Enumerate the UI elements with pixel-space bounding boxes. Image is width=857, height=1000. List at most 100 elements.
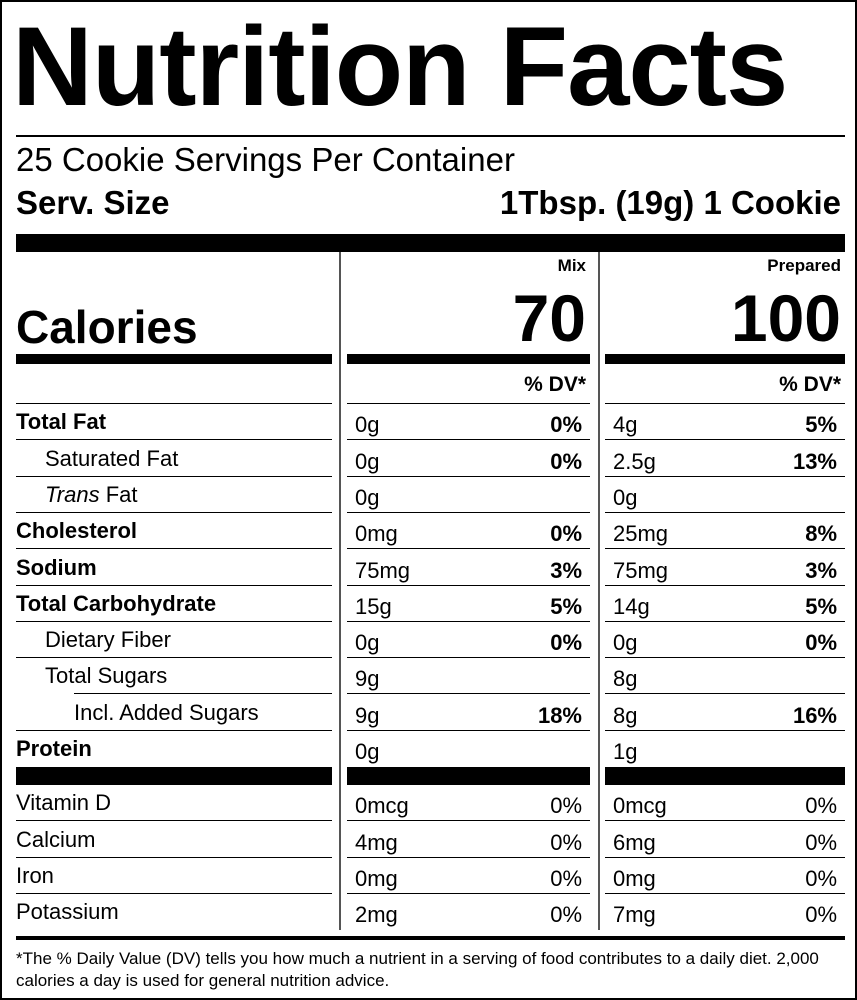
thick-rule bbox=[605, 767, 845, 785]
daily-value: 0% bbox=[550, 829, 582, 855]
nutrient-name: Total Sugars bbox=[45, 662, 167, 690]
rule bbox=[605, 657, 845, 659]
rule bbox=[16, 820, 332, 822]
dv-heading: % DV* bbox=[779, 373, 841, 396]
rule bbox=[347, 657, 590, 659]
nutrient-name-text: Iron bbox=[16, 862, 54, 888]
amount: 9g bbox=[355, 666, 380, 692]
daily-value: 16% bbox=[792, 702, 837, 728]
rule bbox=[605, 403, 845, 404]
daily-value: 0% bbox=[550, 865, 582, 891]
rule bbox=[16, 620, 332, 622]
rule bbox=[347, 892, 590, 894]
thick-rule bbox=[16, 234, 845, 252]
amount: 8g bbox=[613, 666, 638, 692]
daily-value: 3% bbox=[550, 557, 582, 583]
nutrient-name-text: Total Sugars bbox=[45, 663, 168, 689]
amount: 8g bbox=[613, 702, 638, 728]
rule bbox=[347, 584, 590, 586]
daily-value: 18% bbox=[537, 702, 582, 728]
rule bbox=[16, 856, 332, 858]
daily-value: 3% bbox=[805, 557, 837, 583]
rule bbox=[347, 620, 590, 622]
daily-value: 13% bbox=[792, 448, 837, 474]
divider bbox=[339, 252, 341, 930]
amount: 0mg bbox=[355, 865, 398, 891]
thick-rule bbox=[347, 767, 590, 785]
rule bbox=[16, 135, 845, 137]
rule bbox=[16, 511, 332, 513]
nutrient-name-text: Total Fat bbox=[16, 409, 107, 435]
daily-value: 0% bbox=[550, 448, 582, 474]
rule bbox=[347, 729, 590, 731]
rule bbox=[16, 729, 332, 731]
nutrient-name-text: Incl. Added Sugars bbox=[74, 699, 259, 725]
rule bbox=[16, 936, 845, 940]
daily-value: 5% bbox=[550, 593, 582, 619]
nutrient-name-italic: Trans bbox=[45, 481, 100, 507]
amount: 7mg bbox=[613, 902, 656, 927]
daily-value: 0% bbox=[550, 793, 582, 819]
nutrient-name: Iron bbox=[16, 862, 54, 890]
amount: 14g bbox=[613, 593, 650, 619]
rule bbox=[605, 548, 845, 550]
amount: 4g bbox=[613, 412, 638, 438]
rule bbox=[605, 620, 845, 622]
rule bbox=[16, 403, 332, 404]
amount: 1g bbox=[613, 739, 638, 764]
rule bbox=[347, 439, 590, 441]
amount: 0mg bbox=[613, 865, 656, 891]
daily-value: 0% bbox=[805, 829, 837, 855]
rule bbox=[347, 856, 590, 858]
amount: 75mg bbox=[613, 557, 669, 583]
nutrient-name-text: Dietary Fiber bbox=[45, 627, 171, 653]
amount: 2.5g bbox=[613, 448, 656, 474]
rule bbox=[347, 403, 590, 404]
rule bbox=[605, 584, 845, 586]
rule bbox=[605, 729, 845, 731]
rule bbox=[16, 439, 332, 441]
amount: 0g bbox=[355, 484, 380, 510]
footnote: *The % Daily Value (DV) tells you how mu… bbox=[16, 949, 819, 990]
nutrient-name-text: Protein bbox=[16, 736, 92, 761]
amount: 0mcg bbox=[355, 793, 409, 819]
amount: 0g bbox=[355, 739, 380, 764]
thick-rule bbox=[16, 354, 332, 364]
rule bbox=[605, 892, 845, 894]
daily-value: 0% bbox=[805, 630, 837, 656]
amount: 0g bbox=[355, 630, 380, 656]
rule bbox=[74, 693, 332, 695]
daily-value: 0% bbox=[550, 630, 582, 656]
daily-value: 0% bbox=[550, 521, 582, 547]
rule bbox=[16, 548, 332, 550]
amount: 0mg bbox=[355, 521, 398, 547]
daily-value: 5% bbox=[805, 412, 837, 438]
nutrient-name-text: Saturated Fat bbox=[45, 445, 179, 471]
rule bbox=[347, 820, 590, 822]
nutrient-name: Saturated Fat bbox=[45, 445, 178, 473]
nutrient-name: Sodium bbox=[16, 554, 97, 582]
rule bbox=[16, 657, 332, 659]
rule bbox=[605, 856, 845, 858]
rule bbox=[16, 475, 332, 477]
nutrient-name-text: Cholesterol bbox=[16, 518, 138, 544]
thick-rule bbox=[16, 767, 332, 785]
column-heading: Prepared bbox=[767, 256, 841, 275]
nutrient-name: Total Fat bbox=[16, 408, 106, 436]
dv-heading: % DV* bbox=[524, 373, 586, 396]
nutrient-name: Calcium bbox=[16, 826, 95, 854]
nutrient-name: Vitamin D bbox=[16, 789, 111, 817]
serving-size-label: Serv. Size bbox=[16, 184, 170, 221]
amount: 15g bbox=[355, 593, 392, 619]
daily-value: 0% bbox=[805, 865, 837, 891]
nutrient-name: Cholesterol bbox=[16, 517, 137, 545]
rule bbox=[605, 475, 845, 477]
nutrient-name: Trans Fat bbox=[45, 481, 138, 509]
amount: 2mg bbox=[355, 902, 398, 927]
rule bbox=[16, 892, 332, 894]
divider bbox=[598, 252, 600, 930]
daily-value: 0% bbox=[805, 902, 837, 927]
servings: 25 Cookie Servings Per Container bbox=[16, 141, 515, 178]
serving-size: 1Tbsp. (19g) 1 Cookie bbox=[499, 184, 841, 221]
